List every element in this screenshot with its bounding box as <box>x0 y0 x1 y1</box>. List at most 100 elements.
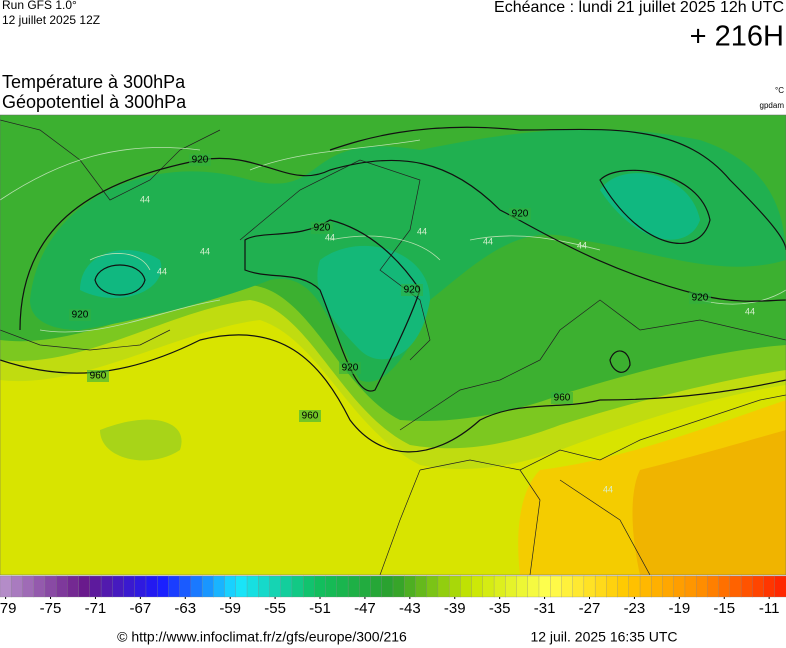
colorbar-swatch <box>78 575 91 598</box>
colorbar-swatch <box>684 575 697 598</box>
contour-label: 920 <box>72 310 89 321</box>
contour-label: 920 <box>192 155 209 166</box>
colorbar: -79 -75 -71 -67 -63 -59 -55 -51 -47 -43 -39 -35 -31 -… <box>0 575 786 617</box>
colorbar-swatch <box>145 575 158 598</box>
label-bg <box>189 154 211 166</box>
colorbar-swatch <box>628 575 641 598</box>
colorbar-label: -19 <box>668 600 690 617</box>
contour <box>94 264 146 296</box>
colorbar-swatch <box>437 575 450 598</box>
run-date: 12 juillet 2025 12Z <box>2 13 100 27</box>
map-frame <box>0 114 786 576</box>
contour-label: 960 <box>90 371 107 382</box>
colorbar-swatch <box>280 575 293 598</box>
isotherm-label: 44 <box>417 226 427 236</box>
colorbar-swatch <box>426 575 439 598</box>
colorbar-swatch <box>718 575 731 598</box>
colorbar-swatch <box>22 575 35 598</box>
colorbar-swatch <box>325 575 338 598</box>
label-bg <box>401 284 423 296</box>
contour <box>329 126 786 251</box>
colorbar-swatch <box>0 575 12 598</box>
colorbar-swatch <box>347 575 360 598</box>
colorbar-label: -67 <box>130 600 152 617</box>
colorbar-swatch <box>112 575 124 598</box>
colorbar-swatch <box>190 575 203 598</box>
isotherm <box>0 139 786 333</box>
colorbar-label: -43 <box>399 600 421 617</box>
contour-label: 920 <box>342 363 359 374</box>
colorbar-swatch <box>696 575 708 598</box>
colorbar-swatch <box>359 575 371 598</box>
label-bg <box>689 292 711 304</box>
colorbar-swatch <box>392 575 405 598</box>
colorbar-label: -23 <box>624 600 646 617</box>
isotherm-label: 44 <box>140 194 150 204</box>
colorbar-swatch <box>662 575 675 598</box>
isotherm-label: 44 <box>325 232 335 242</box>
unit: gpdam <box>760 101 785 110</box>
colorbar-swatch <box>707 575 720 598</box>
colorbar-swatch <box>583 575 596 598</box>
zone <box>80 250 162 299</box>
isotherm-label: 44 <box>483 236 493 246</box>
isotherm-label: 44 <box>603 484 613 494</box>
label-bg <box>69 309 91 321</box>
colorbar-swatch <box>291 575 304 598</box>
colorbar-swatch <box>100 575 113 598</box>
isotherm-label: 44 <box>200 246 210 256</box>
isotherm-label: 44 <box>577 240 587 250</box>
colorbar-label: -15 <box>713 600 735 617</box>
colorbar-swatch <box>471 575 484 598</box>
lead-time: + 216H <box>690 21 784 53</box>
contour-label: 960 <box>302 411 319 422</box>
colorbar-swatch <box>336 575 349 598</box>
coastline <box>0 119 786 575</box>
colorbar-swatch <box>482 575 495 598</box>
label-bg <box>87 370 109 382</box>
colorbar-label: -11 <box>759 600 780 617</box>
colorbar-swatch <box>516 575 529 598</box>
colorbar-swatch <box>527 575 540 598</box>
colorbar-swatch <box>123 575 136 598</box>
colorbar-label: -79 <box>0 600 16 617</box>
colorbar-swatch <box>572 575 585 598</box>
colorbar-swatch <box>67 575 80 598</box>
colorbar-swatch <box>594 575 607 598</box>
colorbar-swatch <box>134 575 147 598</box>
colorbar-swatch <box>168 575 181 598</box>
zone <box>632 430 786 575</box>
colorbar-swatch <box>493 575 506 598</box>
colorbar-swatch <box>224 575 237 598</box>
colorbar-swatch <box>639 575 652 598</box>
colorbar-label: -51 <box>309 600 331 617</box>
label-bg <box>339 362 361 374</box>
colorbar-label: -55 <box>264 600 286 617</box>
colorbar-swatch <box>606 575 619 598</box>
colorbar-swatch <box>179 575 192 598</box>
contour <box>599 169 711 244</box>
colorbar-swatch <box>404 575 416 598</box>
colorbar-swatch <box>381 575 394 598</box>
colorbar-swatch <box>538 575 551 598</box>
colorbar-swatch <box>201 575 214 598</box>
colorbar-label: -27 <box>579 600 601 617</box>
colorbar-label: -63 <box>174 600 196 617</box>
colorbar-swatch <box>44 575 57 598</box>
colorbar-swatch <box>370 575 383 598</box>
contour-label: 920 <box>404 285 421 296</box>
colorbar-swatch <box>752 575 764 598</box>
isotherm-label: 44 <box>745 306 755 316</box>
field-title: Géopotentiel à 300hPa <box>2 92 187 112</box>
colorbar-label: -71 <box>85 600 107 617</box>
contour-label: 920 <box>692 293 709 304</box>
colorbar-swatch <box>550 575 562 598</box>
colorbar-swatch <box>55 575 68 598</box>
colorbar-swatch <box>89 575 102 598</box>
zone <box>30 129 786 382</box>
label-bg <box>311 222 333 234</box>
colorbar-swatch <box>505 575 517 598</box>
contour-label: 920 <box>512 209 529 220</box>
colorbar-label: -75 <box>40 600 62 617</box>
